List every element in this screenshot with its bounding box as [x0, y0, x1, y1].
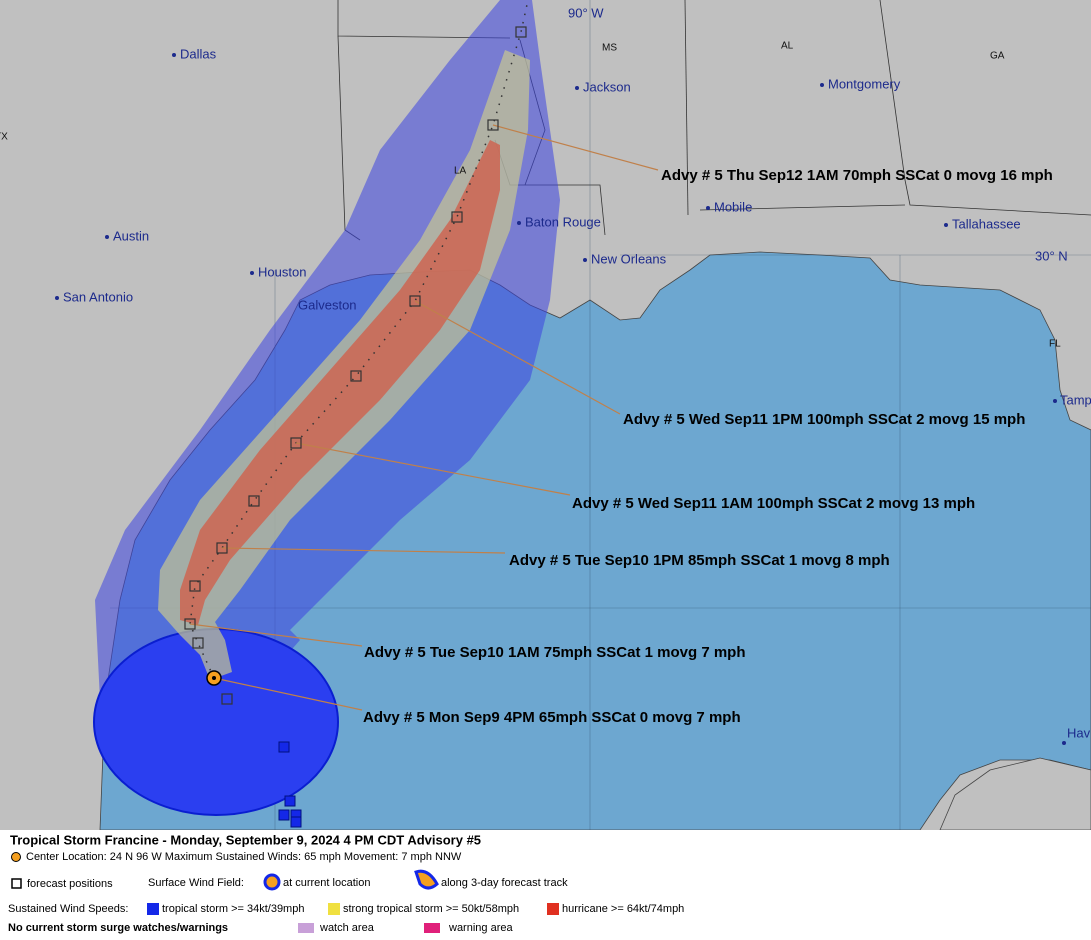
advisory-label: Advy # 5 Wed Sep11 1PM 100mph SSCat 2 mo… — [623, 411, 1025, 428]
forecast-positions — [184, 26, 527, 705]
advisory-label: Advy # 5 Mon Sep9 4PM 65mph SSCat 0 movg… — [363, 709, 741, 726]
city-label: Baton Rouge — [525, 214, 601, 229]
swatch — [328, 903, 340, 915]
advisory-label: Advy # 5 Tue Sep10 1AM 75mph SSCat 1 mov… — [364, 644, 746, 661]
state-label: AL — [781, 41, 794, 52]
legend-item: forecast positions — [27, 878, 113, 890]
state-label: GA — [990, 51, 1005, 62]
cone-hurricane — [180, 140, 500, 625]
grid-label: 90° W — [568, 5, 604, 20]
city-dots — [55, 53, 1066, 745]
city-label: New Orleans — [591, 251, 667, 266]
legend-item: along 3-day forecast track — [441, 877, 568, 889]
grid-label: 30° N — [1035, 248, 1068, 263]
city-label: Houston — [258, 264, 306, 279]
swatch — [424, 923, 440, 933]
legend-item: watch area — [319, 922, 375, 934]
legend-title: Tropical Storm Francine - Monday, Septem… — [10, 832, 481, 847]
city-label: Montgomery — [828, 76, 901, 91]
city-label: Hav — [1067, 725, 1091, 740]
track-icon — [414, 869, 439, 890]
wind-icon — [263, 873, 281, 891]
legend-item: tropical storm >= 34kt/39mph — [162, 903, 304, 915]
state-label: TX — [0, 132, 8, 143]
city-label: Galveston — [298, 297, 357, 312]
legend-item: strong tropical storm >= 50kt/58mph — [343, 903, 519, 915]
legend-item: hurricane >= 64kt/74mph — [562, 903, 684, 915]
advisory-label: Advy # 5 Thu Sep12 1AM 70mph SSCat 0 mov… — [661, 167, 1053, 184]
advisory-label: Advy # 5 Tue Sep10 1PM 85mph SSCat 1 mov… — [509, 552, 890, 569]
city-label: Austin — [113, 228, 149, 243]
city-label: San Antonio — [63, 289, 133, 304]
state-label: LA — [454, 166, 467, 177]
legend-item: at current location — [283, 877, 370, 889]
leader-lines — [189, 124, 659, 711]
legend-item: warning area — [448, 922, 513, 934]
swatch — [547, 903, 559, 915]
city-label: Tallahassee — [952, 216, 1021, 231]
city-label: Dallas — [180, 46, 217, 61]
center-marker — [206, 670, 222, 686]
forecast-icon — [11, 878, 22, 889]
city-label: Mobile — [714, 199, 752, 214]
past-positions — [278, 741, 302, 828]
center-icon — [11, 852, 21, 862]
state-label: MS — [602, 43, 617, 54]
legend-item: Surface Wind Field: — [148, 877, 244, 889]
legend-info: Center Location: 24 N 96 W Maximum Susta… — [26, 851, 462, 863]
state-label: FL — [1049, 339, 1061, 350]
advisory-label: Advy # 5 Wed Sep11 1AM 100mph SSCat 2 mo… — [572, 495, 975, 512]
legend-item: Sustained Wind Speeds: — [8, 903, 128, 915]
city-label: Tamp — [1060, 392, 1091, 407]
city-label: Jackson — [583, 79, 631, 94]
swatch — [147, 903, 159, 915]
legend-item: No current storm surge watches/warnings — [8, 922, 228, 934]
swatch — [298, 923, 314, 933]
legend-panel — [0, 830, 1091, 940]
cuba — [939, 757, 1091, 831]
